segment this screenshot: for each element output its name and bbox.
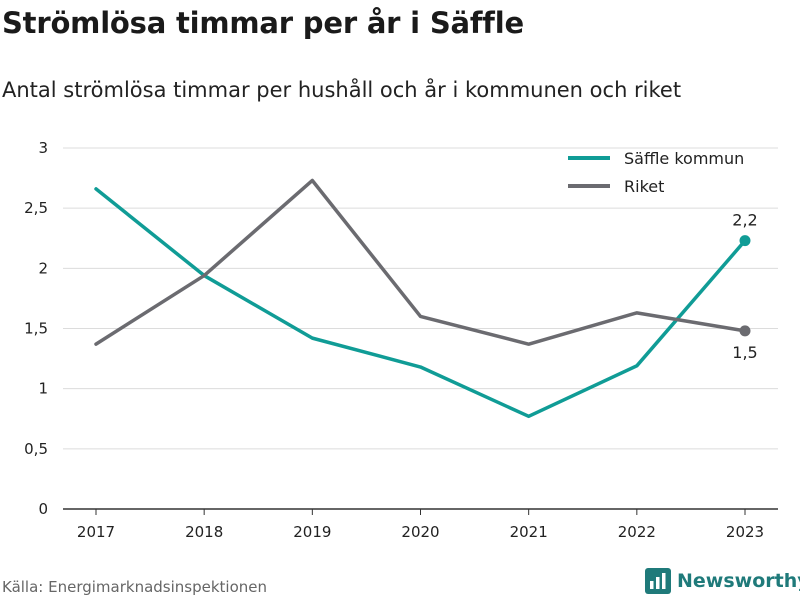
y-tick-label: 1	[38, 380, 48, 398]
series-line-saffle	[94, 187, 747, 419]
legend-label-riket: Riket	[624, 177, 664, 196]
x-tick-label: 2017	[77, 523, 115, 541]
y-tick-label: 3	[38, 139, 48, 157]
chart-title: Strömlösa timmar per år i Säffle	[2, 6, 524, 40]
series-lines: 2,2 1,5	[94, 178, 758, 419]
x-tick-label: 2023	[726, 523, 764, 541]
series-end-marker-riket	[739, 325, 751, 337]
legend-label-saffle: Säffle kommun	[624, 149, 744, 168]
data-label-riket: 1,5	[732, 343, 757, 362]
y-tick-label: 0,5	[24, 440, 48, 458]
y-tick-label: 2,5	[24, 199, 48, 217]
series-end-marker-saffle	[739, 235, 751, 247]
data-label-saffle: 2,2	[732, 211, 757, 230]
source-note: Källa: Energimarknadsinspektionen	[2, 578, 268, 596]
x-tick-label: 2021	[510, 523, 548, 541]
grid-lines	[63, 147, 778, 450]
series-line-riket	[94, 178, 747, 346]
y-tick-label: 2	[38, 259, 48, 277]
chart-subtitle: Antal strömlösa timmar per hushåll och å…	[2, 78, 682, 102]
legend: Säffle kommun Riket	[568, 149, 744, 196]
y-tick-label: 1,5	[24, 320, 48, 338]
newsworthy-logo-icon	[645, 568, 671, 594]
y-tick-label: 0	[38, 500, 48, 518]
axes: 0 0,5 1 1,5 2 2,5 3 2017 2018 2019 2020 2021 2022 202…	[24, 139, 778, 541]
brand-logo[interactable]: Newsworthy	[645, 568, 800, 594]
x-tick-label: 2020	[401, 523, 439, 541]
brand-name: Newsworthy	[677, 570, 800, 592]
x-tick-label: 2018	[185, 523, 223, 541]
x-tick-label: 2019	[293, 523, 331, 541]
x-tick-label: 2022	[618, 523, 656, 541]
